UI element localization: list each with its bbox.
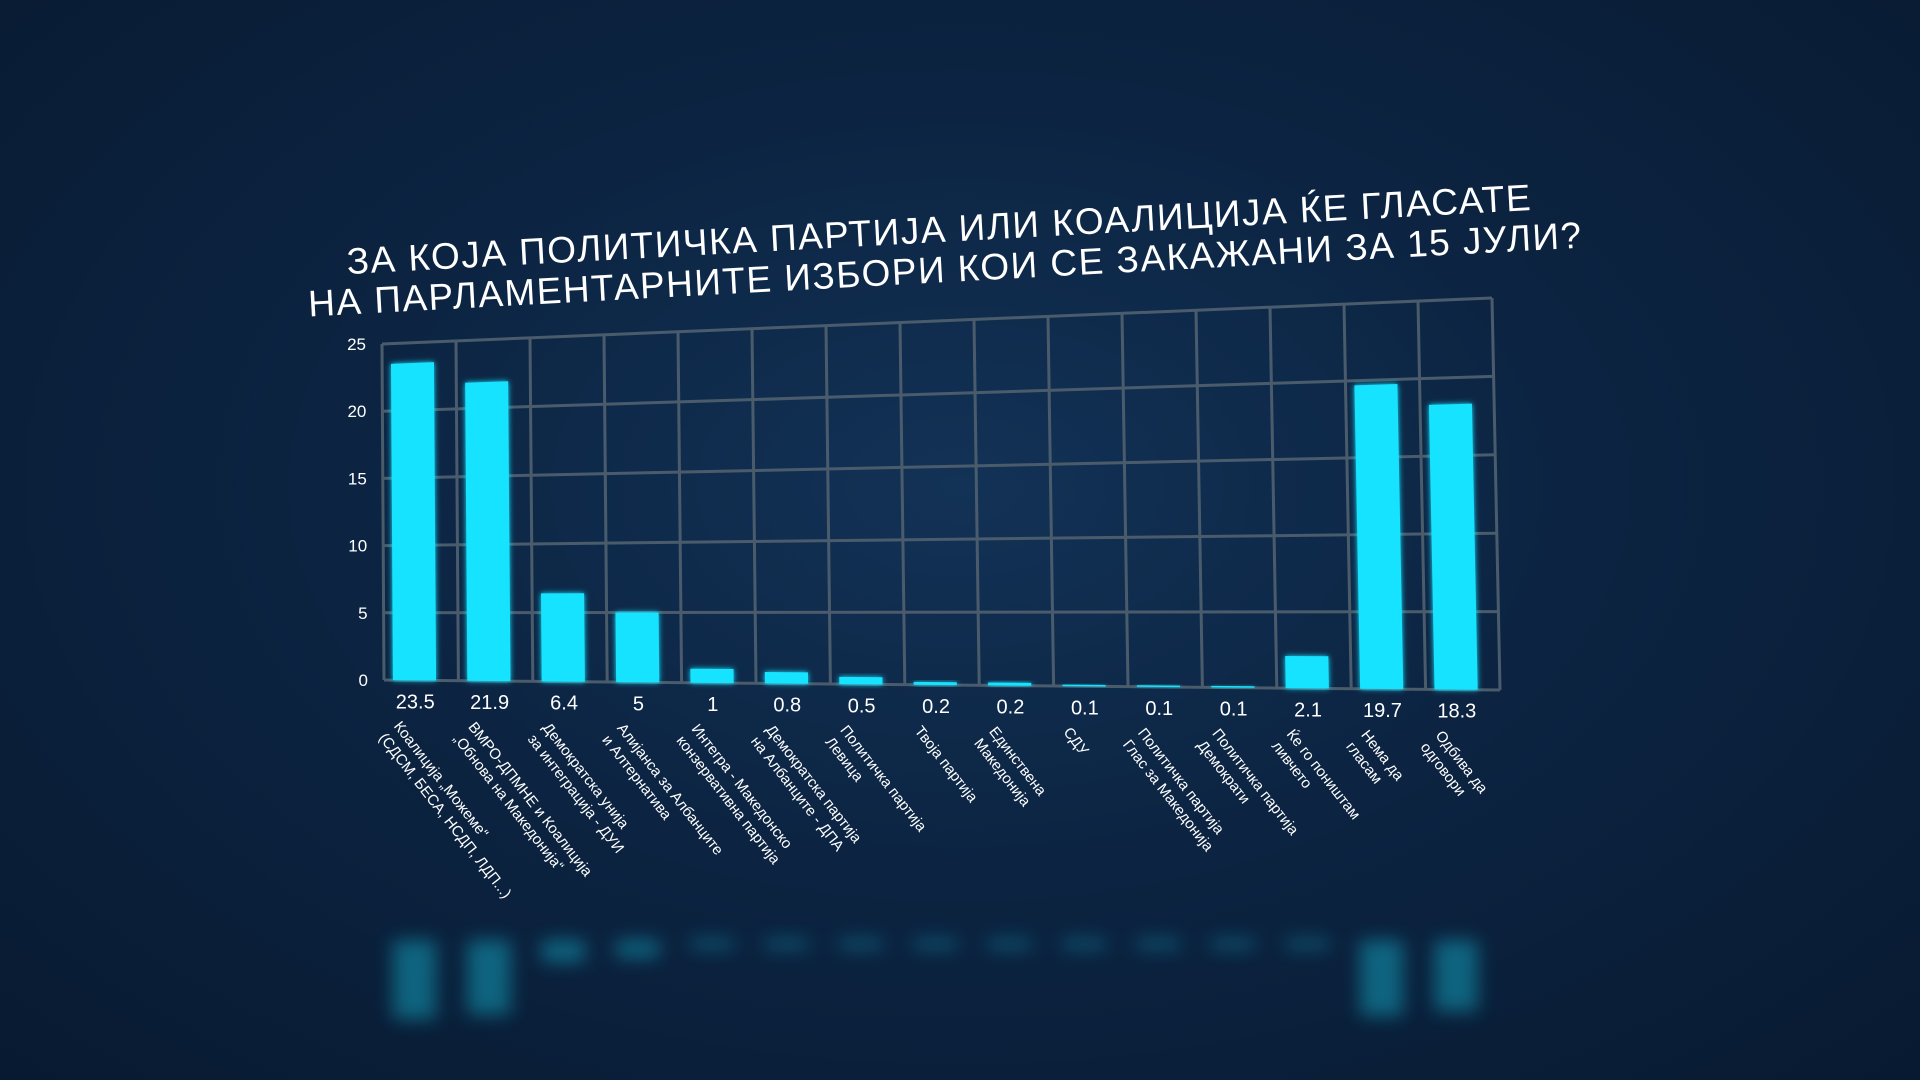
bar (690, 668, 734, 684)
value-label: 0.1 (1145, 698, 1173, 720)
bar-reflection (988, 940, 1032, 948)
bar-reflection (541, 940, 585, 963)
y-tick-label: 10 (348, 537, 367, 556)
x-tick-label: Твоја партија (911, 723, 981, 806)
x-tick-label-line: Твоја партија (911, 723, 981, 806)
value-label: 19.7 (1363, 700, 1402, 722)
grid-line-vertical (1268, 307, 1279, 689)
bar-reflection (839, 940, 883, 948)
grid-line-vertical (528, 337, 535, 682)
bar (913, 681, 957, 686)
grid-line-vertical (1416, 301, 1428, 690)
grid-line-vertical (1194, 310, 1204, 688)
bar (1428, 403, 1478, 690)
bar-reflection (1434, 940, 1478, 1012)
value-label: 0.2 (997, 697, 1025, 719)
grid-line-vertical (676, 331, 684, 683)
grid-line-vertical (380, 343, 386, 681)
bar-reflection (616, 940, 660, 958)
value-label: 0.2 (922, 696, 950, 718)
bar (465, 381, 511, 682)
value-label: 18.3 (1437, 701, 1476, 723)
bar (988, 682, 1032, 686)
y-tick-label: 25 (347, 335, 366, 354)
bar-reflection (392, 940, 437, 1020)
y-axis: 0 5 10 15 20 25 (347, 335, 368, 690)
bar (1354, 384, 1404, 690)
grid-line-vertical (972, 319, 981, 686)
bar-reflection (467, 940, 511, 1015)
bar-reflection (1211, 940, 1255, 948)
y-tick-label: 0 (359, 671, 368, 690)
bar-reflection (913, 940, 957, 948)
value-label: 5 (633, 693, 644, 715)
bar (1136, 685, 1181, 688)
value-label: 0.1 (1071, 697, 1099, 719)
bar (1211, 685, 1255, 688)
grid-line-horizontal (382, 374, 1494, 413)
chart-grid (380, 296, 1502, 692)
grid-line-vertical (1490, 297, 1502, 691)
bar (839, 676, 883, 685)
x-axis-labels: Коалиција „Можеме“(СДСМ, БЕСА, НСДП, ЛДП… (375, 718, 1491, 902)
chart-bars (391, 362, 1478, 690)
grid-line-horizontal (383, 531, 1497, 548)
grid-line-vertical (1120, 313, 1130, 687)
bar (1285, 656, 1329, 689)
bar-reflection (1062, 940, 1106, 948)
bar (540, 593, 585, 682)
grid-line-vertical (1046, 316, 1056, 687)
grid-line-vertical (454, 340, 460, 681)
value-label: 2.1 (1294, 699, 1322, 721)
grid-line-horizontal (382, 453, 1496, 480)
grid-line-vertical (750, 328, 758, 684)
value-label: 6.4 (550, 693, 578, 715)
bar (615, 612, 660, 683)
value-label: 0.1 (1220, 699, 1248, 721)
value-label: 1 (707, 694, 718, 716)
value-labels: 23.5 21.9 6.4 5 1 0.8 0.5 0.2 0.2 0.1 0.1 0.1 2.1 19.… (396, 691, 1477, 722)
bar (1062, 684, 1106, 687)
bar-reflection (764, 940, 809, 948)
bar-reflection (690, 940, 734, 948)
x-tick-label: СДУ (1060, 724, 1092, 759)
bar-reflection (1285, 940, 1329, 949)
grid-line-vertical (602, 334, 609, 683)
grid-line-vertical (1342, 304, 1353, 689)
grid-line-horizontal (381, 296, 1493, 346)
x-tick-label-line: СДУ (1060, 724, 1092, 759)
bar-reflection (1360, 940, 1404, 1016)
value-label: 21.9 (470, 692, 509, 714)
bar-reflection (1136, 940, 1181, 948)
y-tick-label: 15 (348, 469, 367, 488)
y-tick-label: 20 (347, 402, 366, 421)
bar (391, 362, 437, 681)
grid-line-vertical (898, 322, 907, 685)
grid-line-vertical (824, 325, 832, 685)
bar (764, 672, 809, 684)
bar-reflections (392, 940, 1478, 1020)
value-label: 23.5 (396, 691, 435, 713)
y-tick-label: 5 (358, 604, 367, 623)
value-label: 0.8 (773, 695, 801, 717)
value-label: 0.5 (848, 695, 876, 717)
